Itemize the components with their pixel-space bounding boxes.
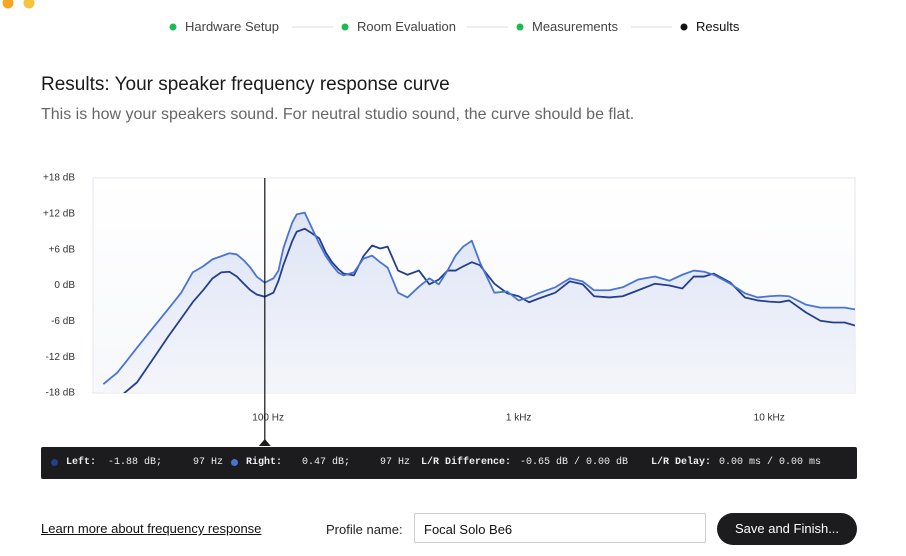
- legend-dot: [231, 459, 238, 466]
- profile-label: Profile name:: [326, 522, 403, 537]
- window-controls: [2, 0, 35, 9]
- readout-value: 0.47 dB;: [302, 457, 351, 468]
- x-tick-label: 10 kHz: [754, 413, 785, 424]
- profile-input[interactable]: Focal Solo Be6: [414, 513, 706, 543]
- stepper: [169, 23, 688, 31]
- readout-freq: 97 Hz: [380, 457, 411, 468]
- step-label: Measurements: [532, 19, 618, 34]
- step-dot: [680, 23, 688, 31]
- step-label: Hardware Setup: [185, 19, 279, 34]
- y-tick-label: +12 dB: [43, 208, 75, 219]
- window-dot[interactable]: [23, 0, 35, 9]
- readout-value: 0.00 ms / 0.00 ms: [719, 457, 822, 468]
- y-tick-label: -12 dB: [46, 352, 76, 363]
- readout-bar: [41, 447, 857, 479]
- save-button[interactable]: Save and Finish...: [717, 513, 857, 545]
- x-tick-label: 100 Hz: [252, 413, 284, 424]
- y-tick-label: +6 dB: [49, 244, 76, 255]
- window-dot[interactable]: [2, 0, 14, 9]
- heading: Results: Your speaker frequency response…: [41, 74, 450, 95]
- readout-value: -0.65 dB / 0.00 dB: [520, 457, 629, 468]
- x-tick-label: 1 kHz: [506, 413, 532, 424]
- learn-more-link[interactable]: Learn more about frequency response: [41, 521, 262, 536]
- step-dot: [516, 23, 524, 31]
- cursor-pointer: [258, 439, 271, 446]
- readout-label: L/R Delay:: [651, 457, 712, 468]
- response-line: [122, 227, 855, 393]
- legend-label: Left:: [66, 457, 97, 468]
- y-tick-label: -18 dB: [46, 388, 76, 399]
- subheading: This is how your speakers sound. For neu…: [41, 106, 635, 123]
- step-dot: [169, 23, 177, 31]
- step-label: Results: [696, 19, 740, 34]
- y-tick-label: -6 dB: [51, 316, 75, 327]
- readout-label: L/R Difference:: [421, 457, 512, 468]
- frequency-chart: 100 Hz 1 kHz 10 kHz +18 dB +12 dB +6 dB 0 dB -6…: [43, 173, 856, 446]
- readout-freq: 97 Hz: [193, 457, 224, 468]
- legend-label: Right:: [246, 457, 283, 468]
- step-label: Room Evaluation: [357, 19, 456, 34]
- legend-dot: [51, 459, 58, 466]
- area-fill: [103, 212, 855, 393]
- y-tick-label: 0 dB: [54, 280, 75, 291]
- response-line: [102, 211, 855, 385]
- readout-value: -1.88 dB;: [108, 457, 163, 468]
- step-dot: [341, 23, 349, 31]
- y-tick-label: +18 dB: [43, 173, 75, 184]
